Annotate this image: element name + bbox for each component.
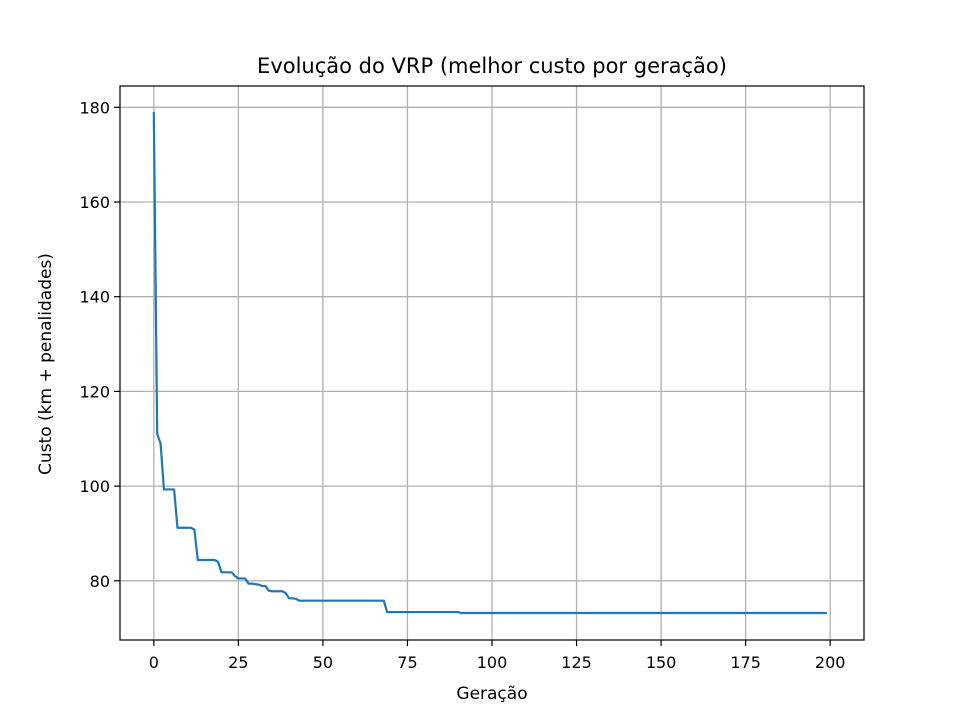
y-axis: 80 100 120 140 160 180 [79, 98, 120, 591]
y-tick-label: 120 [79, 382, 110, 401]
x-tick-label: 100 [477, 653, 508, 672]
x-axis-label: Geração [456, 684, 527, 704]
y-axis-label: Custo (km + penalidades) [36, 253, 56, 475]
x-tick-label: 75 [397, 653, 417, 672]
x-tick-label: 125 [561, 653, 592, 672]
x-tick-label: 0 [149, 653, 159, 672]
series-line-0 [152, 112, 827, 615]
y-tick-label: 100 [79, 477, 110, 496]
series-layer [152, 112, 827, 615]
x-tick-label: 50 [313, 653, 333, 672]
y-tick-label: 180 [79, 98, 110, 117]
y-tick-label: 80 [90, 572, 110, 591]
x-tick-label: 175 [730, 653, 761, 672]
y-tick-label: 160 [79, 193, 110, 212]
x-tick-label: 150 [646, 653, 677, 672]
x-tick-label: 25 [228, 653, 248, 672]
x-axis: 0 25 50 75 100 125 150 175 200 [149, 640, 846, 672]
x-tick-label: 200 [815, 653, 846, 672]
chart-title: Evolução do VRP (melhor custo por geraçã… [257, 54, 727, 78]
y-tick-label: 140 [79, 288, 110, 307]
grid [120, 86, 864, 640]
